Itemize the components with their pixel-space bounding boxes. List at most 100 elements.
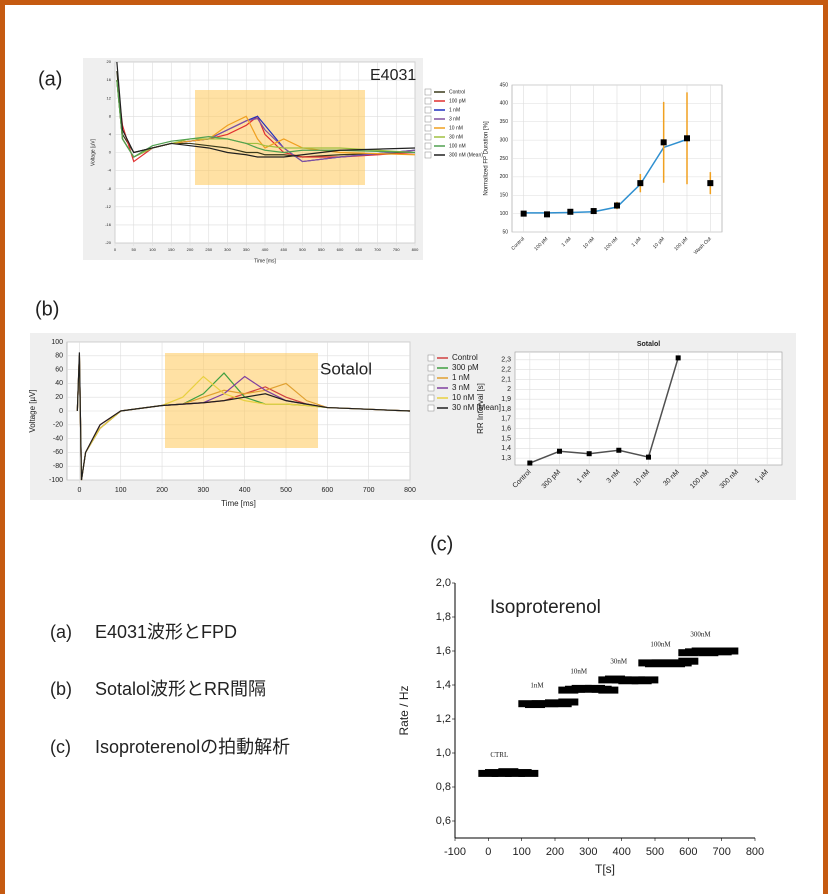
y-tick-label: 0 <box>109 150 112 155</box>
caption-label: (a) <box>50 622 72 642</box>
x-tick-label: 100 <box>512 846 530 858</box>
x-tick-label: 500 <box>646 846 664 858</box>
point <box>718 647 739 655</box>
y-tick-label: -12 <box>105 204 112 209</box>
y-tick-label: -20 <box>53 422 63 429</box>
legend-label: 30 nM [Mean] <box>452 403 501 412</box>
legend-label: Control <box>449 89 465 95</box>
y-axis-label: Voltage [µV] <box>90 138 96 166</box>
panel-label: (a) <box>38 68 62 90</box>
series-line <box>529 357 679 464</box>
legend-label: 100 nM <box>449 143 466 149</box>
x-tick-label: 500 <box>280 487 292 494</box>
point <box>660 139 667 146</box>
x-tick-label: 400 <box>239 487 251 494</box>
point-label: 300nM <box>690 630 711 638</box>
chart-title: Sotalol <box>637 341 660 348</box>
legend-label: 3 nM <box>449 116 460 122</box>
y-tick-label: 1,8 <box>501 406 511 413</box>
point-label: 30nM <box>610 658 628 666</box>
y-tick-label: 2,2 <box>501 367 511 374</box>
x-tick-label: 800 <box>412 247 419 252</box>
y-tick-label: 60 <box>55 366 63 373</box>
y-tick-label: -60 <box>53 449 63 456</box>
caption-label: (c) <box>50 737 71 757</box>
x-tick-label: Control <box>510 236 526 252</box>
y-axis-label: Rate / Hz <box>397 685 411 735</box>
point-label: 1nM <box>530 681 544 689</box>
legend-check <box>424 115 432 123</box>
caption-label: (b) <box>50 679 72 699</box>
x-tick-label: 200 <box>187 247 194 252</box>
y-tick-label: 250 <box>500 156 509 162</box>
y-tick-label: 0,8 <box>436 781 451 793</box>
y-tick-label: 100 <box>51 339 63 346</box>
x-tick-label: 600 <box>679 846 697 858</box>
y-tick-label: 80 <box>55 353 63 360</box>
legend-check <box>427 354 435 362</box>
y-tick-label: 150 <box>500 193 509 199</box>
y-tick-label: 1,2 <box>436 713 451 725</box>
point <box>544 211 550 218</box>
x-tick-label: 200 <box>546 846 564 858</box>
y-tick-label: 16 <box>107 77 112 82</box>
y-tick-label: 20 <box>55 394 63 401</box>
x-tick-label: 300 <box>198 487 210 494</box>
legend-check <box>424 142 432 150</box>
y-tick-label: 350 <box>500 119 509 125</box>
y-tick-label: 1,6 <box>501 425 511 432</box>
x-tick-label: 700 <box>712 846 730 858</box>
legend-check <box>424 124 432 132</box>
x-tick-label: 600 <box>337 247 344 252</box>
point <box>678 657 699 665</box>
x-tick-label: 300 <box>224 247 231 252</box>
x-tick-label: 1 nM <box>561 236 573 248</box>
annotation: E4031 <box>370 67 416 84</box>
legend-check <box>424 88 432 96</box>
point <box>557 448 562 454</box>
x-tick-label: 200 <box>156 487 168 494</box>
legend-label: 300 nM (Mean) <box>449 152 483 158</box>
y-axis-label: Voltage [µV] <box>28 389 37 432</box>
y-tick-label: -40 <box>53 435 63 442</box>
y-tick-label: 1,3 <box>501 455 511 462</box>
legend-check <box>424 151 432 159</box>
x-tick-label: 350 <box>243 247 250 252</box>
y-tick-label: -4 <box>107 168 111 173</box>
y-tick-label: 12 <box>107 95 112 100</box>
y-tick-label: 4 <box>109 131 112 136</box>
x-tick-label: 650 <box>355 247 362 252</box>
x-tick-label: 700 <box>363 487 375 494</box>
x-tick-label: 600 <box>322 487 334 494</box>
legend-check <box>427 384 435 392</box>
series-line <box>76 352 411 481</box>
point <box>707 180 714 187</box>
y-tick-label: 8 <box>109 113 112 118</box>
point <box>520 210 527 217</box>
panel-label: (c) <box>430 533 453 555</box>
point <box>675 355 681 361</box>
y-tick-label: 1,5 <box>501 435 511 442</box>
legend-label: 300 pM <box>452 363 479 372</box>
point <box>638 676 659 684</box>
x-tick-label: 450 <box>280 247 287 252</box>
y-tick-label: 2 <box>507 386 511 393</box>
x-tick-label: 300 <box>579 846 597 858</box>
point <box>646 454 651 460</box>
point <box>616 447 622 453</box>
x-tick-label: 1 µM <box>631 236 643 248</box>
y-tick-label: 450 <box>500 82 509 88</box>
point <box>614 202 620 209</box>
legend-check <box>424 97 432 105</box>
annotation: Sotalol <box>320 359 372 378</box>
y-axis-label: RR Interval [s] <box>476 383 485 434</box>
x-tick-label: 700 <box>374 247 381 252</box>
y-tick-label: 0 <box>59 408 63 415</box>
y-tick-label: 1,4 <box>501 445 511 452</box>
x-axis-label: Time [ms] <box>221 499 256 508</box>
legend-check <box>427 394 435 402</box>
x-tick-label: 250 <box>205 247 212 252</box>
x-tick-label: 100 µM <box>673 236 689 252</box>
y-tick-label: 40 <box>55 380 63 387</box>
